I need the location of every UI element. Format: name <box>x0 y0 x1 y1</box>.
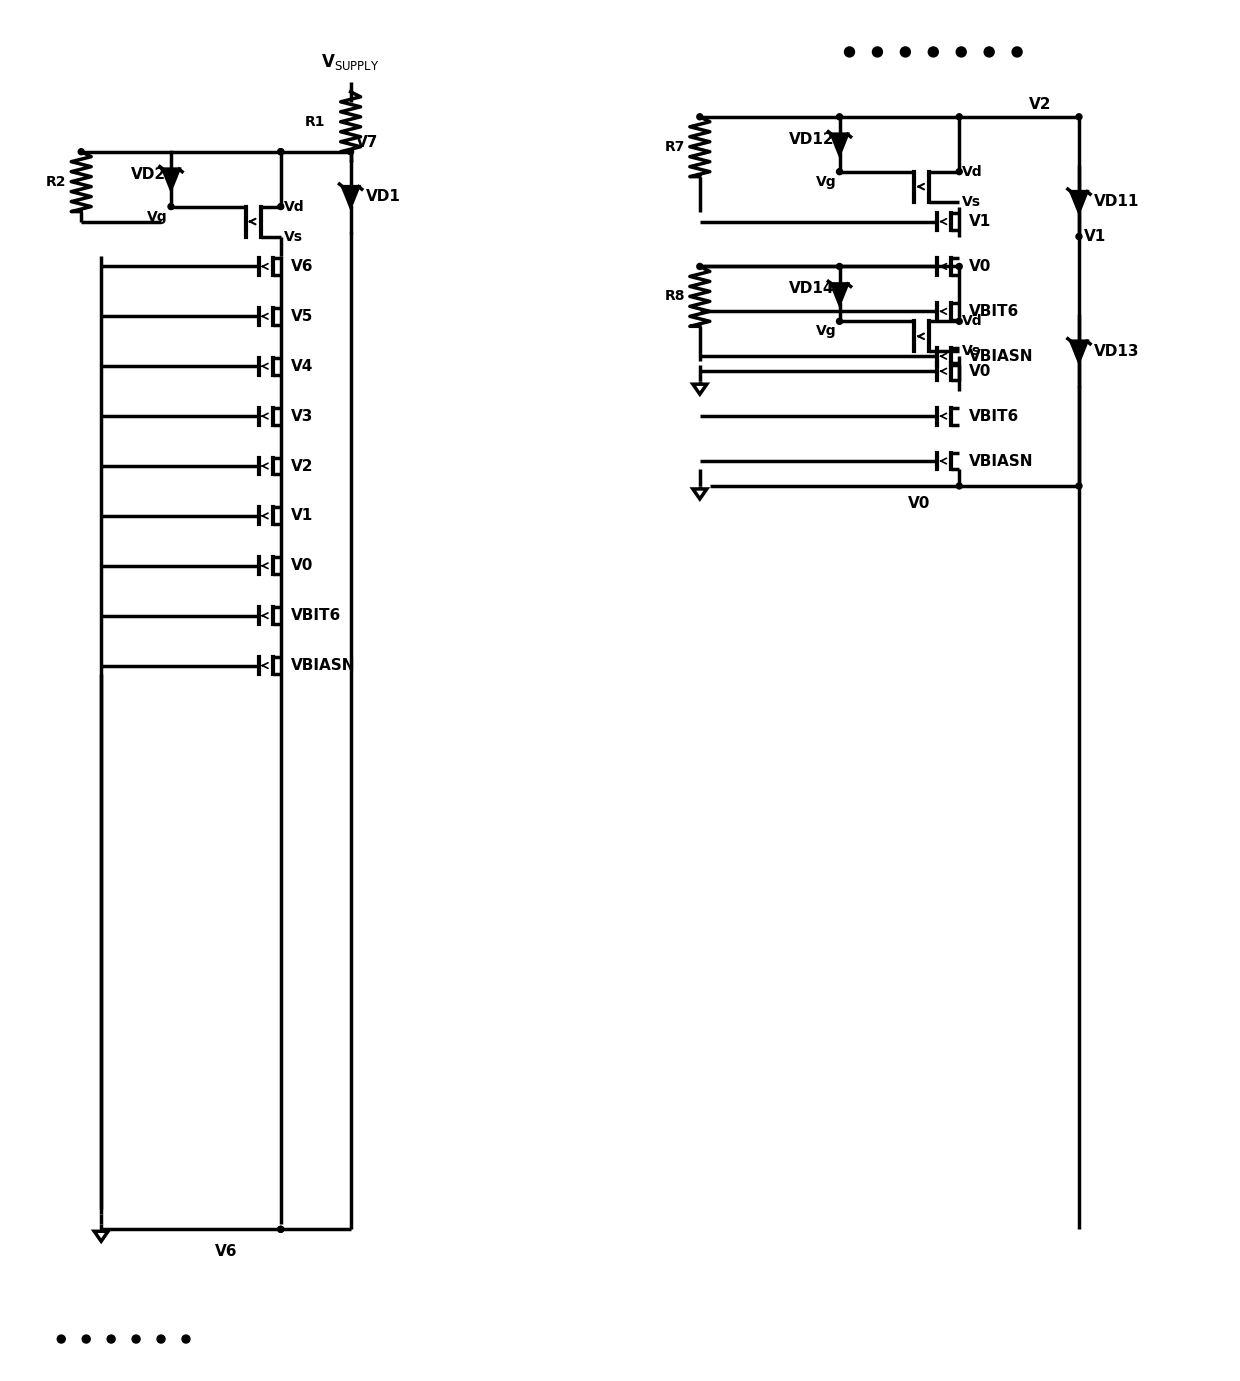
Text: V5: V5 <box>290 309 314 323</box>
Circle shape <box>837 113 842 120</box>
Text: VBIASN: VBIASN <box>970 349 1034 363</box>
Text: VD11: VD11 <box>1094 195 1140 209</box>
Text: Vd: Vd <box>962 315 983 329</box>
Circle shape <box>182 1335 190 1344</box>
Text: VD1: VD1 <box>366 189 401 204</box>
Text: VD2: VD2 <box>131 167 166 182</box>
Text: Vg: Vg <box>816 325 837 338</box>
Circle shape <box>278 149 284 155</box>
Text: VBIT6: VBIT6 <box>970 409 1019 424</box>
Text: V0: V0 <box>970 260 992 273</box>
Text: Vg: Vg <box>816 174 837 189</box>
Text: V6: V6 <box>215 1244 237 1259</box>
Text: V0: V0 <box>970 363 992 378</box>
Polygon shape <box>342 186 358 207</box>
Text: VBIASN: VBIASN <box>970 453 1034 468</box>
Circle shape <box>956 168 962 174</box>
Polygon shape <box>1071 341 1087 362</box>
Text: VD12: VD12 <box>789 131 835 146</box>
Text: Vg: Vg <box>148 210 167 224</box>
Text: V$_{\rm SUPPLY}$: V$_{\rm SUPPLY}$ <box>321 52 379 72</box>
Circle shape <box>1076 483 1083 489</box>
Circle shape <box>133 1335 140 1344</box>
Circle shape <box>956 113 962 120</box>
Text: R8: R8 <box>665 290 684 304</box>
Text: V2: V2 <box>1029 97 1052 112</box>
Circle shape <box>929 47 939 57</box>
Text: VD13: VD13 <box>1094 344 1140 359</box>
Text: V1: V1 <box>970 214 992 229</box>
Text: VBIT6: VBIT6 <box>970 304 1019 319</box>
Circle shape <box>107 1335 115 1344</box>
Text: V3: V3 <box>290 409 314 424</box>
Circle shape <box>278 1226 284 1232</box>
Text: Vs: Vs <box>284 229 303 243</box>
Polygon shape <box>1071 192 1087 211</box>
Polygon shape <box>832 284 847 304</box>
Text: Vs: Vs <box>962 195 981 209</box>
Circle shape <box>278 203 284 210</box>
Text: V1: V1 <box>1084 229 1106 244</box>
Polygon shape <box>94 1232 108 1242</box>
Circle shape <box>985 47 994 57</box>
Text: R7: R7 <box>665 139 684 153</box>
Text: V7: V7 <box>356 135 378 149</box>
Circle shape <box>1076 113 1083 120</box>
Circle shape <box>837 319 842 325</box>
Text: Vs: Vs <box>962 344 981 358</box>
Circle shape <box>278 1226 284 1232</box>
Text: V0: V0 <box>908 496 930 511</box>
Circle shape <box>278 149 284 155</box>
Text: V1: V1 <box>290 508 312 523</box>
Circle shape <box>956 483 962 489</box>
Circle shape <box>347 149 353 155</box>
Text: VBIASN: VBIASN <box>290 659 355 673</box>
Circle shape <box>844 47 854 57</box>
Circle shape <box>697 113 703 120</box>
Polygon shape <box>693 384 707 394</box>
Text: V0: V0 <box>290 558 314 573</box>
Text: R1: R1 <box>305 115 326 128</box>
Circle shape <box>157 1335 165 1344</box>
Circle shape <box>167 203 174 210</box>
Circle shape <box>900 47 910 57</box>
Circle shape <box>82 1335 91 1344</box>
Circle shape <box>697 264 703 269</box>
Circle shape <box>78 149 84 155</box>
Text: VBIT6: VBIT6 <box>290 608 341 623</box>
Text: VD14: VD14 <box>789 282 835 297</box>
Text: V4: V4 <box>290 359 314 374</box>
Circle shape <box>956 47 966 57</box>
Circle shape <box>837 264 842 269</box>
Circle shape <box>956 264 962 269</box>
Circle shape <box>837 168 842 174</box>
Text: Vd: Vd <box>962 164 983 178</box>
Polygon shape <box>162 168 179 189</box>
Polygon shape <box>832 134 847 155</box>
Circle shape <box>1012 47 1022 57</box>
Polygon shape <box>693 489 707 499</box>
Circle shape <box>57 1335 66 1344</box>
Text: V2: V2 <box>290 458 314 474</box>
Text: Vd: Vd <box>284 200 304 214</box>
Circle shape <box>873 47 883 57</box>
Circle shape <box>956 319 962 325</box>
Circle shape <box>1076 233 1083 239</box>
Text: V6: V6 <box>290 260 314 273</box>
Text: R2: R2 <box>46 174 66 189</box>
